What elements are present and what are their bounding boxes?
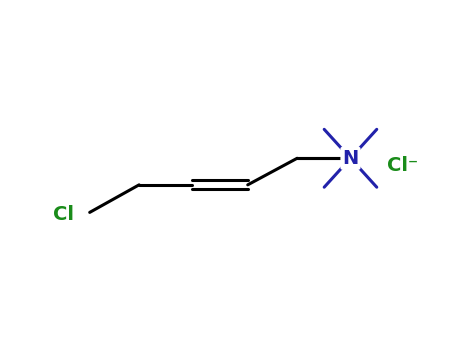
Text: N: N [342,149,359,168]
Text: Cl: Cl [53,205,74,224]
Text: Cl⁻: Cl⁻ [387,156,419,175]
